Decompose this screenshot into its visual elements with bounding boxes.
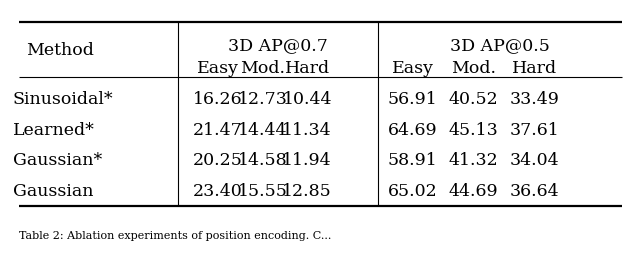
- Text: 40.52: 40.52: [449, 91, 499, 107]
- Text: Method: Method: [26, 42, 93, 59]
- Text: 12.73: 12.73: [237, 91, 287, 107]
- Text: 16.26: 16.26: [193, 91, 243, 107]
- Text: 34.04: 34.04: [509, 152, 559, 168]
- Text: 45.13: 45.13: [449, 121, 499, 138]
- Text: 58.91: 58.91: [388, 152, 438, 168]
- Text: 3D AP@0.5: 3D AP@0.5: [450, 37, 550, 54]
- Text: 10.44: 10.44: [282, 91, 332, 107]
- Text: 65.02: 65.02: [388, 182, 438, 199]
- Text: 21.47: 21.47: [193, 121, 243, 138]
- Text: 11.94: 11.94: [282, 152, 332, 168]
- Text: 11.34: 11.34: [282, 121, 332, 138]
- Text: Sinusoidal*: Sinusoidal*: [13, 91, 113, 107]
- Text: 3D AP@0.7: 3D AP@0.7: [228, 37, 328, 54]
- Text: 33.49: 33.49: [509, 91, 559, 107]
- Text: Learned*: Learned*: [13, 121, 95, 138]
- Text: 37.61: 37.61: [509, 121, 559, 138]
- Text: 64.69: 64.69: [388, 121, 438, 138]
- Text: Gaussian*: Gaussian*: [13, 152, 102, 168]
- Text: Easy: Easy: [196, 60, 239, 77]
- Text: 14.58: 14.58: [237, 152, 287, 168]
- Text: 41.32: 41.32: [449, 152, 499, 168]
- Text: 36.64: 36.64: [509, 182, 559, 199]
- Text: Hard: Hard: [285, 60, 330, 77]
- Text: Gaussian: Gaussian: [13, 182, 93, 199]
- Text: 23.40: 23.40: [193, 182, 243, 199]
- Text: 44.69: 44.69: [449, 182, 499, 199]
- Text: Table 2: Ablation experiments of position encoding. C...: Table 2: Ablation experiments of positio…: [19, 230, 332, 240]
- Text: Easy: Easy: [392, 60, 434, 77]
- Text: Mod.: Mod.: [240, 60, 285, 77]
- Text: Hard: Hard: [512, 60, 557, 77]
- Text: 12.85: 12.85: [282, 182, 332, 199]
- Text: 56.91: 56.91: [388, 91, 438, 107]
- Text: 14.44: 14.44: [237, 121, 287, 138]
- Text: 15.55: 15.55: [237, 182, 287, 199]
- Text: Mod.: Mod.: [451, 60, 496, 77]
- Text: 20.25: 20.25: [193, 152, 243, 168]
